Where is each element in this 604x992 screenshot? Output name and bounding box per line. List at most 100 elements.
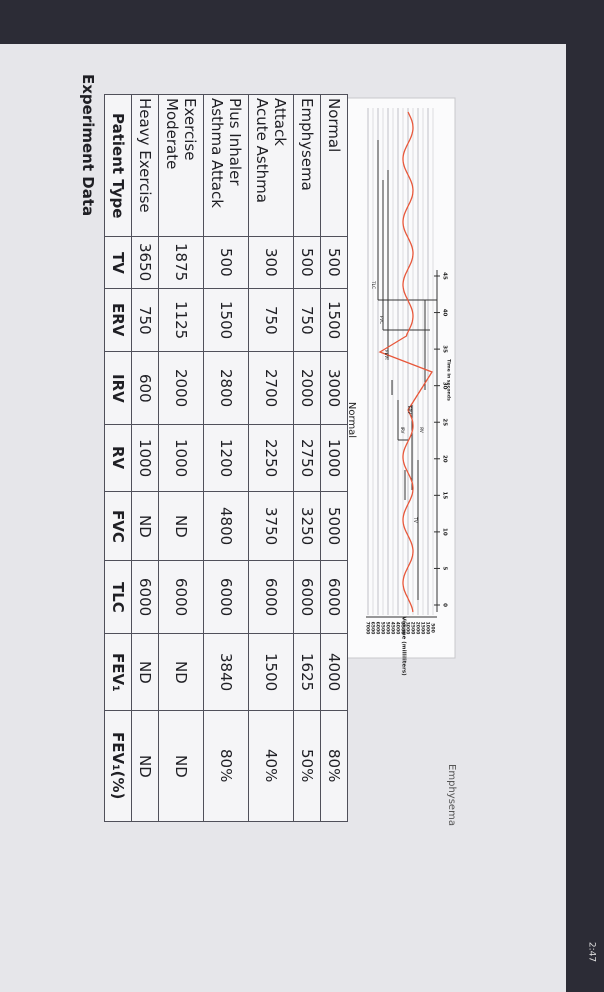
curve-label: ERV [407, 406, 412, 414]
cell: 6000 [248, 560, 294, 634]
time-tick-label: 10 [442, 528, 448, 536]
breathing-curve [378, 111, 433, 613]
header-cell: FEV₁(%) [104, 710, 132, 822]
cell: 3000 [320, 351, 348, 425]
volume-tick-label: 6500 [370, 622, 376, 635]
cell: 500 [293, 236, 321, 289]
cell: 1000 [158, 424, 204, 492]
header-cell: RV [104, 424, 132, 492]
cell: ND [158, 491, 204, 561]
volume-tick-label: 4500 [390, 622, 396, 635]
cell: ND [131, 633, 159, 711]
cell: 6000 [293, 560, 321, 634]
time-tick-label: 25 [442, 418, 448, 426]
table-row: Moderate Exercise 1875 1125 2000 1000 ND 6000 N… [158, 94, 204, 822]
header-cell: TV [104, 236, 132, 289]
cell: 500 [320, 236, 348, 289]
cell: 1500 [248, 633, 294, 711]
volume-tick-label: 500 [430, 623, 436, 633]
time-tick-label: 40 [442, 309, 448, 317]
volume-tick-label: 5500 [380, 622, 386, 635]
cell: 600 [131, 351, 159, 425]
graph: 7000 6500 6000 5500 5000 4500 4000 3500 3000 2500… [346, 108, 597, 962]
header-row: Patient Type TV ERV IRV RV FVC TLC FEV₁ FEV₁(%) [104, 94, 132, 822]
cell: 1500 [203, 288, 249, 352]
graph-title: Normal [346, 402, 357, 438]
table-row: Normal 500 1500 3000 1000 5000 6000 4000 80% [320, 94, 348, 822]
cell: 500 [203, 236, 249, 289]
volume-tick-label: 7000 [365, 622, 371, 635]
cell: ND [158, 633, 204, 711]
cell: 2800 [203, 351, 249, 425]
cell: 80% [320, 710, 348, 822]
cell: 1200 [203, 424, 249, 492]
table-row: Acute Asthma Attack 300 750 2700 2250 3750 600… [248, 94, 294, 822]
cell: 300 [248, 236, 294, 289]
curve-label: TLC [371, 280, 376, 289]
time-tick-label: 45 [442, 272, 448, 280]
cell: 2700 [248, 351, 294, 425]
time-tick-label: 5 [442, 567, 448, 571]
time-tick-label: 30 [442, 382, 448, 390]
curve-label: IRV [400, 427, 405, 434]
cell: 1000 [131, 424, 159, 492]
title: Experiment Data [79, 74, 97, 217]
data-table: Patient Type TV ERV IRV RV FVC TLC FEV₁ FEV₁(%) … [104, 94, 348, 822]
cell: 80% [203, 710, 249, 822]
table-body: Heavy Exercise 3650 750 600 1000 ND 6000 ND ND Mo… [131, 94, 348, 822]
cell: 1875 [158, 236, 204, 289]
cell: 6000 [131, 560, 159, 634]
header-cell: TLC [104, 560, 132, 634]
volume-tick-label: 1500 [420, 622, 426, 635]
cell: 2750 [293, 424, 321, 492]
cell: 1625 [293, 633, 321, 711]
curve-label: FEV₁ [384, 350, 389, 360]
patient-type: Asthma Attack Plus Inhaler [203, 94, 249, 237]
curve-label: RV [419, 427, 424, 433]
header-cell: IRV [104, 351, 132, 425]
cell: ND [131, 710, 159, 822]
cell: 40% [248, 710, 294, 822]
cell: 4800 [203, 491, 249, 561]
time-tick-label: 20 [442, 455, 448, 463]
cell: 5000 [320, 491, 348, 561]
patient-type: Emphysema [293, 94, 321, 237]
cell: 2250 [248, 424, 294, 492]
volume-tick-label: 3500 [400, 622, 406, 635]
volume-tick-label: 4000 [395, 622, 401, 635]
volume-tick-label: 5000 [385, 622, 391, 635]
cell: 750 [293, 288, 321, 352]
header-cell: FEV₁ [104, 633, 132, 711]
volume-tick-label: 2500 [410, 622, 416, 635]
status-time: 2:47 [587, 942, 597, 962]
graph-panel [342, 97, 456, 659]
patient-type: Normal [320, 94, 348, 237]
cell: 3250 [293, 491, 321, 561]
cell: 3750 [248, 491, 294, 561]
experiment-data: Experiment Data Patient Type TV ERV IRV RV FV… [78, 74, 348, 822]
volume-tick-label: 3000 [405, 622, 411, 635]
curve-label: TV [413, 516, 418, 523]
header-cell: FVC [104, 491, 132, 561]
header-cell: Patient Type [104, 94, 132, 237]
patient-type: Acute Asthma Attack [248, 94, 294, 237]
table-row: Emphysema 500 750 2000 2750 3250 6000 1625 50% [293, 94, 321, 822]
cell: 750 [248, 288, 294, 352]
cell: 50% [293, 710, 321, 822]
cell: 2000 [158, 351, 204, 425]
table-row: Asthma Attack Plus Inhaler 500 1500 2800 120… [203, 94, 249, 822]
cell: 750 [131, 288, 159, 352]
time-tick-label: 0 [442, 603, 448, 607]
cell: ND [158, 710, 204, 822]
cell: 2000 [293, 351, 321, 425]
table-row: Heavy Exercise 3650 750 600 1000 ND 6000 ND ND [131, 94, 159, 822]
time-tick-label: 35 [442, 345, 448, 353]
cell: 1125 [158, 288, 204, 352]
cell: 6000 [320, 560, 348, 634]
cell: 6000 [203, 560, 249, 634]
cell: ND [131, 491, 159, 561]
header-cell: ERV [104, 288, 132, 352]
cell: 3840 [203, 633, 249, 711]
